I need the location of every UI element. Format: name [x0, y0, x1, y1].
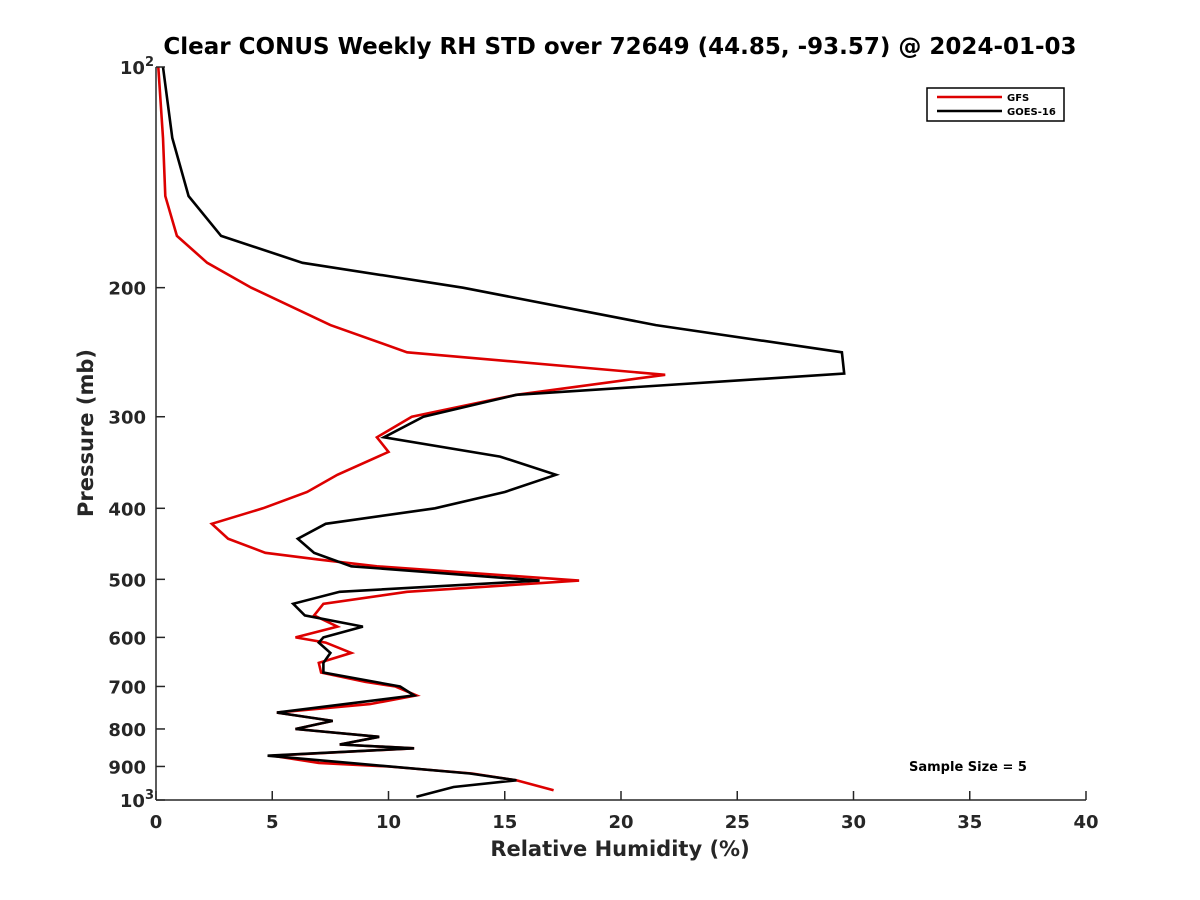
y-tick-label: 200: [108, 279, 146, 300]
legend: GFS GOES-16: [926, 87, 1065, 122]
x-tick-label: 35: [957, 812, 982, 833]
y-tick-label: 800: [108, 720, 146, 741]
series-line-goes-16: [161, 66, 846, 799]
x-axis-label: Relative Humidity (%): [490, 837, 749, 861]
x-axis: 0 5 10 15 20 25 30 35 40: [150, 791, 1099, 833]
y-tick-label: 600: [108, 628, 146, 649]
x-tick-label: 20: [608, 812, 633, 833]
legend-entry: GFS: [1007, 93, 1029, 104]
x-tick-label: 5: [266, 812, 279, 833]
x-tick-label: 40: [1073, 812, 1098, 833]
y-axis-label: Pressure (mb): [74, 349, 98, 517]
legend-entry: GOES-16: [1007, 107, 1056, 118]
y-tick-label: 300: [108, 408, 146, 429]
x-tick-label: 0: [150, 812, 163, 833]
legend-box: [926, 87, 1065, 122]
y-tick-label: 103: [120, 788, 154, 812]
y-tick-label: 400: [108, 499, 146, 520]
x-tick-label: 15: [492, 812, 517, 833]
x-tick-label: 10: [376, 812, 401, 833]
chart-title: Clear CONUS Weekly RH STD over 72649 (44…: [163, 34, 1076, 60]
x-tick-label: 25: [725, 812, 750, 833]
y-tick-label: 700: [108, 677, 146, 698]
y-tick-label: 500: [108, 570, 146, 591]
y-tick-label: 900: [108, 757, 146, 778]
x-tick-label: 30: [841, 812, 866, 833]
y-axis: 102 200 300 400 500 600 700 800 900 103: [108, 55, 165, 812]
y-tick-label: 102: [120, 55, 154, 79]
sample-size-annotation: Sample Size = 5: [909, 760, 1027, 775]
plot-area: [155, 66, 1086, 801]
series-line-gfs: [157, 66, 666, 792]
